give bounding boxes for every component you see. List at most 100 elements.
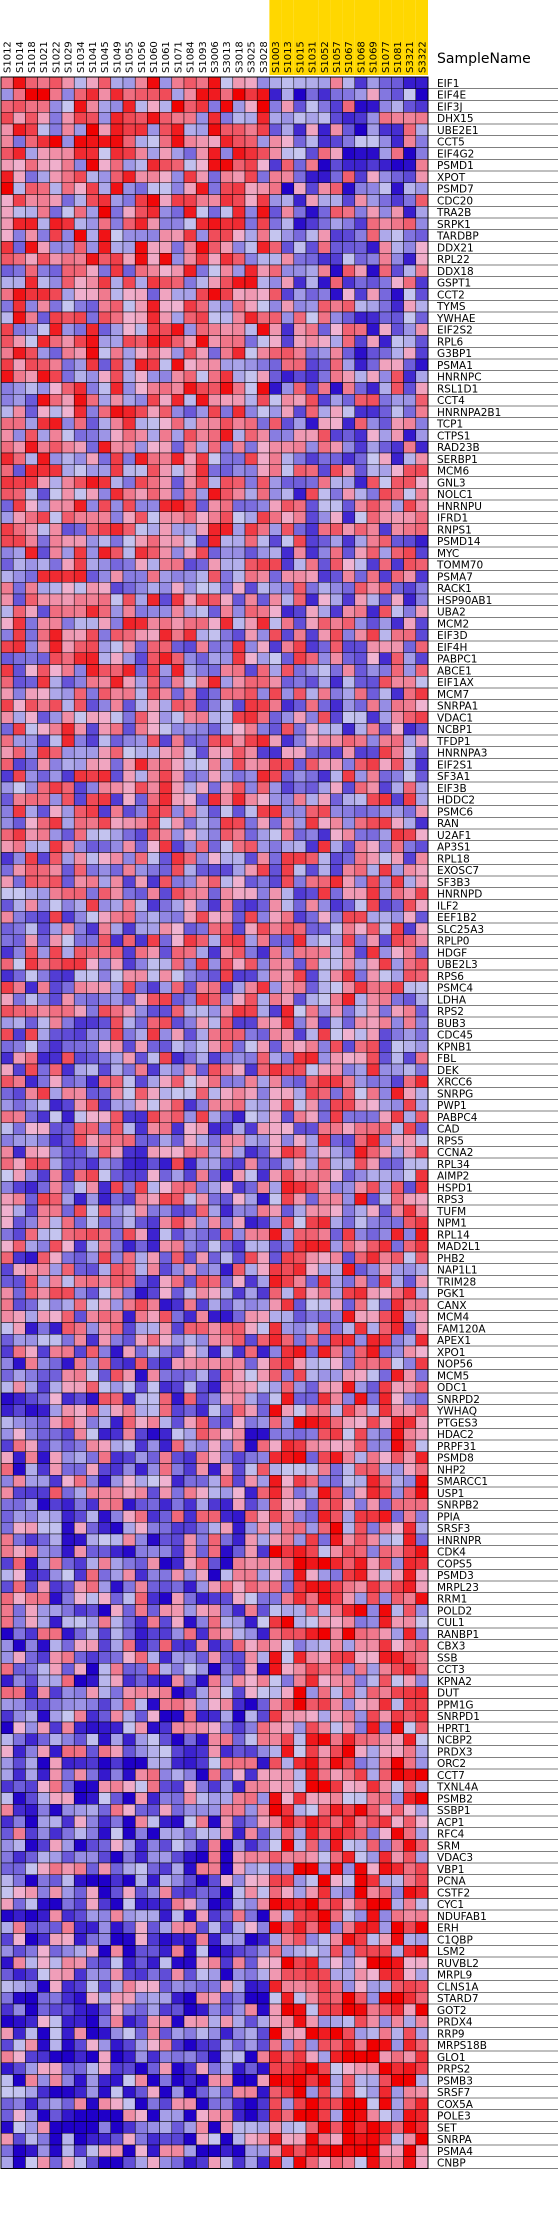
column-label: S1060 bbox=[149, 41, 160, 73]
heatmap-cell bbox=[391, 1510, 404, 1523]
heatmap-cell bbox=[293, 499, 307, 512]
heatmap-cell bbox=[415, 899, 429, 912]
heatmap-cell bbox=[171, 194, 185, 207]
heatmap-cell bbox=[305, 488, 319, 501]
heatmap-cell bbox=[195, 1522, 209, 1535]
heatmap-cell bbox=[208, 206, 221, 219]
heatmap-cell bbox=[330, 1334, 343, 1347]
heatmap-cell bbox=[25, 699, 38, 712]
heatmap-cell bbox=[293, 123, 307, 136]
heatmap-cell bbox=[147, 1204, 160, 1217]
heatmap-cell bbox=[366, 969, 380, 982]
heatmap-cell bbox=[354, 276, 368, 289]
heatmap-cell bbox=[208, 1075, 221, 1088]
heatmap-cell bbox=[0, 1686, 14, 1699]
heatmap-cell bbox=[305, 1099, 319, 1112]
heatmap-cell bbox=[183, 499, 197, 512]
heatmap-cell bbox=[147, 828, 160, 841]
heatmap-cell bbox=[220, 1228, 234, 1241]
heatmap-cell bbox=[244, 476, 258, 489]
heatmap-cell bbox=[220, 1216, 234, 1229]
heatmap-cell bbox=[134, 1110, 148, 1123]
heatmap-cell bbox=[12, 734, 26, 747]
heatmap-cell bbox=[378, 394, 392, 407]
heatmap-cell bbox=[317, 464, 331, 477]
heatmap-cell bbox=[98, 1028, 112, 1041]
heatmap-cell bbox=[415, 253, 429, 266]
heatmap-cell bbox=[256, 276, 270, 289]
heatmap-cell bbox=[0, 1392, 14, 1405]
heatmap-cell bbox=[281, 264, 295, 277]
heatmap-cell bbox=[317, 1345, 331, 1358]
heatmap-cell bbox=[391, 206, 404, 219]
heatmap-cell bbox=[98, 1569, 112, 1582]
heatmap-cell bbox=[354, 147, 368, 160]
heatmap-cell bbox=[49, 1510, 63, 1523]
heatmap-cell bbox=[183, 170, 197, 183]
heatmap-cell bbox=[183, 1357, 197, 1370]
heatmap-cell bbox=[354, 311, 368, 324]
heatmap-cell bbox=[61, 1193, 75, 1206]
heatmap-cell bbox=[122, 593, 136, 606]
heatmap-cell bbox=[159, 934, 173, 947]
heatmap-cell bbox=[147, 1710, 160, 1723]
heatmap-cell bbox=[110, 864, 124, 877]
heatmap-cell bbox=[281, 582, 295, 595]
heatmap-cell bbox=[281, 499, 295, 512]
heatmap-cell bbox=[366, 582, 380, 595]
heatmap-cell bbox=[232, 1604, 246, 1617]
heatmap-cell bbox=[366, 112, 380, 125]
heatmap-cell bbox=[110, 112, 124, 125]
heatmap-cell bbox=[183, 1533, 197, 1546]
heatmap-cell bbox=[293, 1710, 307, 1723]
heatmap-cell bbox=[12, 347, 26, 360]
heatmap-cell bbox=[415, 1604, 429, 1617]
heatmap-cell bbox=[220, 264, 234, 277]
heatmap-cell bbox=[183, 241, 197, 254]
heatmap-cell bbox=[98, 1475, 112, 1488]
heatmap-cell bbox=[354, 1016, 368, 1029]
heatmap-cell bbox=[208, 1110, 221, 1123]
heatmap-cell bbox=[208, 229, 221, 242]
heatmap-cell bbox=[73, 1005, 87, 1018]
heatmap-cell bbox=[208, 1322, 221, 1335]
heatmap-cell bbox=[159, 1651, 173, 1664]
heatmap-cell bbox=[281, 253, 295, 266]
heatmap-cell bbox=[281, 1416, 295, 1429]
heatmap-cell bbox=[122, 899, 136, 912]
heatmap-cell bbox=[0, 1181, 14, 1194]
heatmap-cell bbox=[12, 417, 26, 430]
heatmap-cell bbox=[366, 1298, 380, 1311]
heatmap-cell bbox=[98, 1193, 112, 1206]
heatmap-cell bbox=[147, 1157, 160, 1170]
heatmap-cell bbox=[171, 300, 185, 313]
heatmap-cell bbox=[366, 488, 380, 501]
heatmap-cell bbox=[12, 523, 26, 536]
heatmap-cell bbox=[183, 1228, 197, 1241]
heatmap-cell bbox=[171, 123, 185, 136]
heatmap-cell bbox=[0, 1075, 14, 1088]
heatmap-cell bbox=[256, 840, 270, 853]
heatmap-cell bbox=[37, 1028, 51, 1041]
heatmap-cell bbox=[171, 382, 185, 395]
heatmap-cell bbox=[354, 629, 368, 642]
heatmap-cell bbox=[317, 1075, 331, 1088]
heatmap-cell bbox=[281, 629, 295, 642]
heatmap-cell bbox=[122, 875, 136, 888]
column-label: S1045 bbox=[100, 41, 111, 73]
heatmap-cell bbox=[86, 1663, 99, 1676]
heatmap-cell bbox=[49, 147, 63, 160]
heatmap-cell bbox=[37, 1099, 51, 1112]
heatmap-cell bbox=[403, 476, 417, 489]
heatmap-cell bbox=[220, 1463, 234, 1476]
heatmap-cell bbox=[159, 840, 173, 853]
heatmap-cell bbox=[195, 1181, 209, 1194]
heatmap-cell bbox=[98, 147, 112, 160]
heatmap-cell bbox=[37, 1557, 51, 1570]
heatmap-cell bbox=[330, 1040, 343, 1053]
heatmap-cell bbox=[110, 405, 124, 418]
heatmap-cell bbox=[342, 805, 356, 818]
heatmap-cell bbox=[342, 1486, 356, 1499]
heatmap-cell bbox=[61, 1310, 75, 1323]
heatmap-cell bbox=[403, 370, 417, 383]
